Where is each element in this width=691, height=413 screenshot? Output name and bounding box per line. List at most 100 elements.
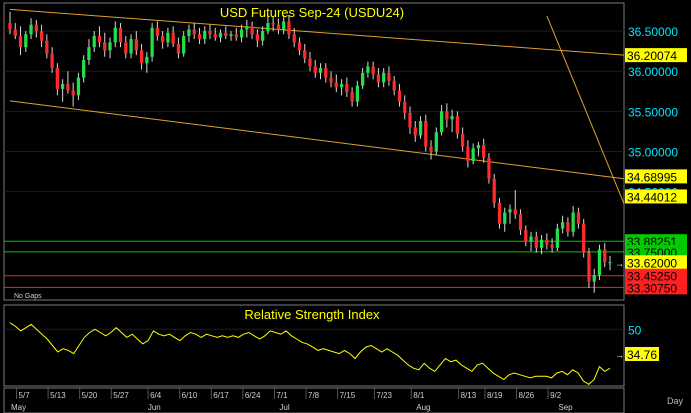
candle-body <box>87 47 91 60</box>
candle-body <box>550 244 554 248</box>
candle-body <box>329 77 333 83</box>
time-tick-label: 6/10 <box>182 391 198 400</box>
time-tick-label: 6/24 <box>245 391 261 400</box>
candle-body <box>608 262 612 264</box>
candle-body <box>345 84 349 93</box>
candle-body <box>61 84 65 89</box>
candle-body <box>350 92 354 102</box>
candle-body <box>471 148 475 162</box>
price-pane: USD Futures Sep-24 (USDU24) No Gaps <box>3 2 625 301</box>
price-marker-box <box>625 280 687 295</box>
candle-body <box>292 34 296 43</box>
candle-body <box>39 31 44 41</box>
time-tick-label: 7/15 <box>340 391 356 400</box>
candle-body <box>218 32 223 38</box>
candle-body <box>34 24 38 32</box>
candle-body <box>603 249 607 263</box>
candle-body <box>382 72 386 83</box>
candle-body <box>239 29 244 38</box>
candle-body <box>113 27 117 43</box>
candle-body <box>297 42 302 51</box>
candle-body <box>355 85 359 102</box>
candle-body <box>429 146 433 152</box>
candle-body <box>424 120 428 147</box>
time-tick-label: 5/27 <box>113 391 129 400</box>
candle-body <box>524 230 528 242</box>
candle-body <box>476 145 481 149</box>
candle-body <box>318 68 323 73</box>
candle-body <box>197 34 202 40</box>
candle-body <box>324 68 328 78</box>
candle-body <box>313 66 317 73</box>
candle-body <box>555 228 559 248</box>
candle-body <box>266 23 270 32</box>
period-label: Day <box>667 396 684 406</box>
price-markers: 36.2007434.6899534.4401233.8825133.75000… <box>615 48 687 295</box>
candles <box>8 11 612 293</box>
time-tick-label: 8/1 <box>413 391 425 400</box>
month-label: Aug <box>416 403 430 412</box>
candle-body <box>387 72 391 81</box>
month-label: Jul <box>279 403 289 412</box>
candle-body <box>24 34 28 48</box>
candle-body <box>208 31 212 35</box>
candle-body <box>255 34 259 41</box>
candle-body <box>597 249 602 276</box>
trendlines <box>9 8 625 204</box>
candle-body <box>371 66 375 75</box>
candle-body <box>418 120 423 136</box>
candle-body <box>18 35 23 48</box>
candle-body <box>592 275 596 282</box>
candle-body <box>145 56 149 64</box>
rsi-arrow-icon: → <box>615 350 624 360</box>
rsi-latest-box <box>625 346 659 361</box>
candle-body <box>13 29 17 36</box>
support-resistance-lines <box>4 240 624 288</box>
price-marker-box <box>625 169 687 184</box>
candle-body <box>213 34 217 38</box>
candle-body <box>392 80 396 91</box>
candle-body <box>529 236 533 242</box>
candle-body <box>50 53 54 69</box>
price-tick-label: 35.00000 <box>628 146 678 160</box>
price-tick-label: 35.50000 <box>628 105 678 119</box>
rsi-tick-label: 50 <box>628 323 642 337</box>
candle-body <box>134 39 138 51</box>
candle-body <box>250 26 254 35</box>
candle-body <box>487 157 491 179</box>
rsi-pane: Relative Strength Index <box>3 304 625 387</box>
candle-body <box>576 212 581 224</box>
price-tick-label: 36.50000 <box>628 25 678 39</box>
candle-body <box>224 32 228 36</box>
candle-body <box>234 34 238 38</box>
candle-body <box>397 90 402 102</box>
candle-body <box>450 116 454 120</box>
candle-body <box>229 34 233 36</box>
month-label: May <box>11 403 26 412</box>
candle-body <box>508 209 512 213</box>
chart-title: USD Futures Sep-24 (USDU24) <box>220 5 404 20</box>
candle-body <box>334 82 338 88</box>
candle-body <box>155 27 159 36</box>
candle-body <box>176 43 181 54</box>
candle-body <box>513 209 517 215</box>
trendline <box>9 8 625 56</box>
month-label: Jun <box>148 403 161 412</box>
price-marker-label: 34.44012 <box>627 190 677 204</box>
candle-body <box>445 111 449 120</box>
price-marker-label: 34.68995 <box>627 170 677 184</box>
price-marker-label: 33.30750 <box>627 281 677 295</box>
candle-body <box>518 214 523 231</box>
rsi-line <box>9 322 611 386</box>
candle-body <box>545 239 549 245</box>
candle-body <box>124 42 128 54</box>
candle-body <box>203 31 207 40</box>
price-marker-label: 36.20074 <box>627 49 677 63</box>
candle-body <box>492 178 496 203</box>
candle-body <box>466 146 470 162</box>
price-marker-box <box>625 48 687 63</box>
candle-body <box>71 90 75 96</box>
candle-body <box>103 42 107 51</box>
time-tick-label: 7/23 <box>376 391 392 400</box>
